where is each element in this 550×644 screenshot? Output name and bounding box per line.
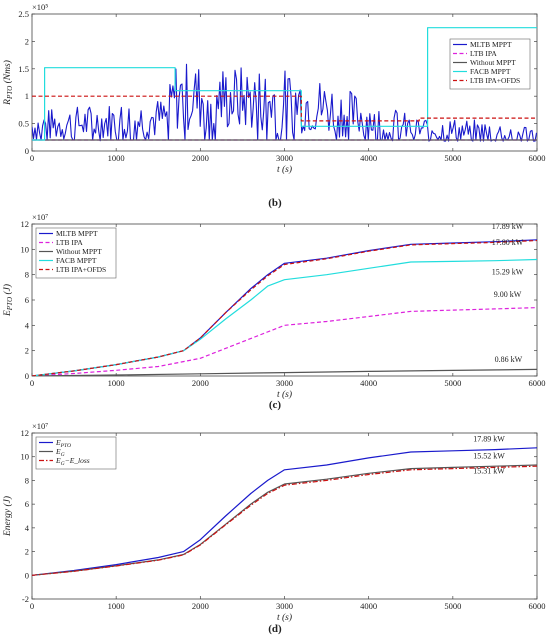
legend-label-1: LTB IPA (470, 49, 497, 58)
x-axis-label: t (s) (277, 389, 292, 400)
y-tick-label: 4 (25, 320, 30, 330)
y-tick-label: 6 (25, 499, 29, 509)
x-axis-label: t (s) (277, 612, 292, 623)
power-annotation: 9.00 kW (494, 290, 522, 299)
series-line-3 (32, 27, 537, 141)
x-tick-label: 5000 (444, 601, 461, 611)
x-tick-label: 0 (30, 153, 34, 163)
x-tick-label: 4000 (360, 378, 377, 388)
x-tick-label: 2000 (192, 378, 209, 388)
y-tick-label: 0.5 (18, 119, 29, 129)
legend-label-0: EPTO (55, 438, 71, 449)
power-annotation: 0.86 kW (495, 355, 523, 364)
power-annotation: 15.31 kW (473, 466, 505, 475)
power-annotation: 17.89 kW (492, 222, 524, 231)
x-tick-label: 5000 (444, 378, 461, 388)
legend-label-2: Without MPPT (56, 247, 102, 256)
series-line-2 (32, 465, 537, 576)
y-tick-label: 12 (21, 219, 30, 229)
panel-caption: (b) (268, 197, 282, 209)
x-tick-label: 0 (30, 601, 34, 611)
y-tick-label: 1.5 (18, 64, 29, 74)
y-tick-label: 2 (25, 547, 29, 557)
y-tick-label: 12 (21, 428, 30, 438)
panel-caption: (d) (268, 623, 282, 635)
legend-label-3: FACB MPPT (470, 67, 511, 76)
series-line-4 (32, 95, 537, 122)
y-tick-label: 8 (25, 270, 29, 280)
axis-multiplier: ×10⁷ (32, 421, 48, 431)
x-tick-label: 5000 (444, 153, 461, 163)
x-tick-label: 6000 (529, 378, 546, 388)
x-tick-label: 0 (30, 378, 34, 388)
y-tick-label: 2.5 (18, 9, 29, 19)
legend-label-3: FACB MPPT (56, 256, 97, 265)
legend-label-4: LTB IPA+OFDS (470, 76, 520, 85)
y-axis-label: Energy (J) (2, 496, 13, 537)
power-annotation: 17.89 kW (473, 434, 505, 443)
x-tick-label: 3000 (276, 601, 293, 611)
y-axis-label: EPTO (J) (2, 284, 14, 317)
chart-panel-1: 0 1000 2000 3000 4000 5000 6000 0 2 4 6 8 10 12×10⁷ t … (2, 212, 546, 411)
y-tick-label: 0 (25, 371, 29, 381)
chart-panel-0: 0 1000 2000 3000 4000 5000 6000 0 0.5 1 1.5 2 2.5×10… (2, 2, 546, 209)
series-line-0 (32, 447, 537, 576)
y-tick-label: 6 (25, 295, 29, 305)
y-tick-label: 1 (25, 91, 29, 101)
power-annotation: 17.80 kW (492, 238, 524, 247)
legend-box (35, 227, 117, 279)
y-tick-label: 2 (25, 346, 29, 356)
x-tick-label: 3000 (276, 378, 293, 388)
y-axis-label: RPTO (Nms) (2, 60, 14, 106)
series-group (32, 447, 537, 576)
y-tick-label: 2 (25, 36, 29, 46)
legend-label-4: LTB IPA+OFDS (56, 265, 106, 274)
x-axis-label: t (s) (277, 164, 292, 175)
power-annotation: 15.29 kW (492, 268, 524, 277)
x-tick-label: 2000 (192, 153, 209, 163)
x-tick-label: 2000 (192, 601, 209, 611)
legend-label-2: EG−E_loss (55, 456, 90, 467)
series-line-0 (32, 63, 537, 142)
y-tick-label: 10 (21, 452, 30, 462)
y-tick-label: 0 (25, 146, 29, 156)
legend-label-0: MLTB MPPT (470, 40, 512, 49)
y-tick-label: 4 (25, 523, 30, 533)
x-tick-label: 4000 (360, 601, 377, 611)
y-tick-label: 0 (25, 570, 29, 580)
y-tick-label: 8 (25, 475, 29, 485)
x-tick-label: 3000 (276, 153, 293, 163)
series-group (32, 239, 537, 376)
y-tick-label: 10 (21, 244, 30, 254)
series-group (32, 27, 537, 142)
axis-multiplier: ×10⁵ (32, 2, 48, 12)
axis-multiplier: ×10⁷ (32, 212, 48, 222)
legend-label-2: Without MPPT (470, 58, 516, 67)
x-tick-label: 1000 (108, 153, 125, 163)
x-tick-label: 4000 (360, 153, 377, 163)
power-annotation: 15.52 kW (473, 451, 505, 460)
x-tick-label: 6000 (529, 601, 546, 611)
x-tick-label: 1000 (108, 378, 125, 388)
x-tick-label: 6000 (529, 153, 546, 163)
chart-panel-2: 0 1000 2000 3000 4000 5000 6000-2024681012×10⁷… (2, 421, 546, 635)
legend-label-0: MLTB MPPT (56, 229, 98, 238)
y-tick-label: -2 (22, 594, 29, 604)
series-line-2 (32, 368, 537, 376)
series-line-4 (32, 239, 537, 376)
panel-caption: (c) (269, 399, 282, 411)
legend-label-1: LTB IPA (56, 238, 83, 247)
x-tick-label: 1000 (108, 601, 125, 611)
legend-label-1: EG (55, 447, 65, 458)
